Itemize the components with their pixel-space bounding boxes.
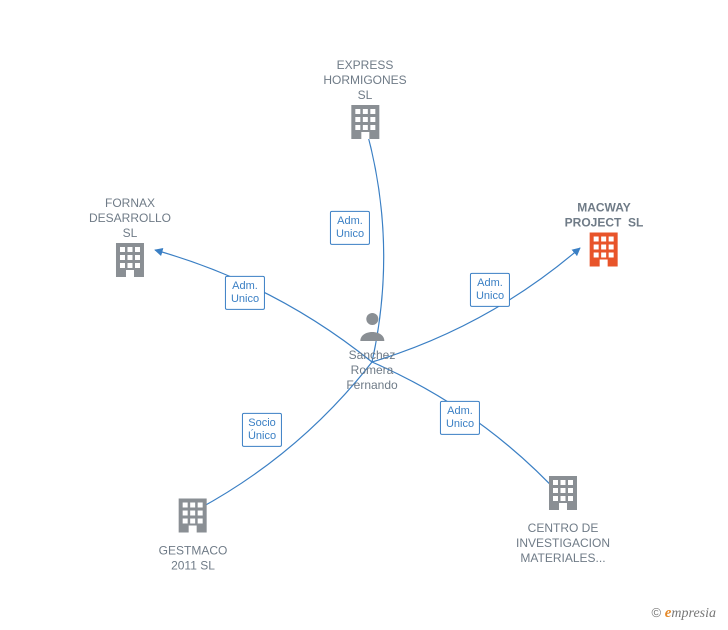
person-icon — [358, 311, 386, 346]
copyright: © empresia — [652, 605, 716, 622]
node-centro[interactable]: CENTRO DE INVESTIGACION MATERIALES... — [516, 474, 610, 566]
edge-label-express: Adm. Unico — [330, 211, 370, 245]
node-gestmaco[interactable]: GESTMACO 2011 SL — [159, 497, 228, 574]
building-icon — [348, 103, 382, 146]
edge-label-gestmaco: Socio Único — [242, 413, 282, 447]
diagram-canvas: Sanchez Romera Fernando EXPRESS HORMIGON… — [0, 0, 728, 630]
node-label: GESTMACO 2011 SL — [159, 544, 228, 574]
edge-gestmaco — [193, 362, 372, 512]
node-macway[interactable]: MACWAY PROJECT SL — [565, 197, 644, 274]
node-label: MACWAY PROJECT SL — [565, 201, 644, 231]
building-icon — [176, 497, 210, 540]
edge-label-centro: Adm. Unico — [440, 401, 480, 435]
brand-logo-rest: mpresia — [671, 606, 716, 621]
edge-label-macway: Adm. Unico — [470, 273, 510, 307]
building-icon — [113, 241, 147, 284]
building-icon — [587, 231, 621, 274]
node-label: CENTRO DE INVESTIGACION MATERIALES... — [516, 521, 610, 566]
node-fornax[interactable]: FORNAX DESARROLLO SL — [89, 192, 171, 284]
node-label: FORNAX DESARROLLO SL — [89, 196, 171, 241]
copyright-symbol: © — [652, 605, 662, 620]
node-label: EXPRESS HORMIGONES SL — [323, 58, 406, 103]
building-icon — [546, 474, 580, 517]
center-node-label: Sanchez Romera Fernando — [346, 348, 397, 393]
edge-label-fornax: Adm. Unico — [225, 276, 265, 310]
center-node-person[interactable]: Sanchez Romera Fernando — [346, 311, 397, 393]
node-express[interactable]: EXPRESS HORMIGONES SL — [323, 54, 406, 146]
